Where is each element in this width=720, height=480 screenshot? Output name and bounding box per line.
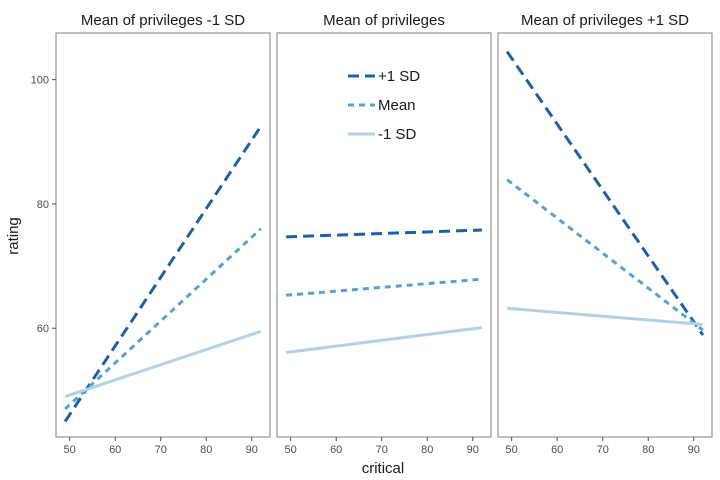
series-line-1-sd: [286, 228, 482, 239]
series-line-mean: [64, 227, 262, 411]
series-line-1-sd: [506, 306, 704, 326]
x-tick-label: 80: [421, 444, 433, 456]
legend-label: +1 SD: [378, 68, 420, 85]
legend: +1 SD Mean -1 SD: [348, 68, 420, 143]
x-tick-label: 70: [155, 444, 167, 456]
x-tick-label: 90: [688, 444, 700, 456]
panel-border: [55, 32, 271, 438]
x-tick-label: 50: [285, 444, 297, 456]
panel-2: Mean of privileges 50 60 70 80 90: [276, 12, 492, 456]
series-line-1-sd: [63, 125, 263, 423]
series-line-1-sd: [64, 329, 262, 399]
series-line-1-sd: [285, 326, 483, 354]
x-axis-title: critical: [362, 460, 405, 477]
series-line-mean: [506, 178, 704, 332]
y-tick-label: 100: [31, 75, 49, 87]
panel-title: Mean of privileges +1 SD: [521, 12, 689, 29]
x-tick-label: 80: [200, 444, 212, 456]
x-tick-label: 60: [551, 444, 563, 456]
x-tick-label: 80: [642, 444, 654, 456]
x-tick-label: 70: [597, 444, 609, 456]
y-axis-title: rating: [5, 217, 22, 255]
panel-title: Mean of privileges -1 SD: [81, 12, 245, 29]
x-tick-label: 70: [376, 444, 388, 456]
panel-3: Mean of privileges +1 SD 50 60 70 80 90: [497, 12, 713, 456]
legend-label: -1 SD: [378, 126, 417, 143]
x-tick-label: 50: [506, 444, 518, 456]
x-tick-label: 90: [467, 444, 479, 456]
y-tick-label: 80: [37, 199, 49, 211]
series-line-1-sd: [505, 50, 705, 336]
panel-title: Mean of privileges: [323, 12, 445, 29]
y-tick-label: 60: [37, 323, 49, 335]
panel-border: [497, 32, 713, 438]
x-tick-label: 60: [109, 444, 121, 456]
legend-label: Mean: [378, 97, 416, 114]
x-tick-label: 60: [330, 444, 342, 456]
x-tick-label: 90: [246, 444, 258, 456]
x-tick-label: 50: [64, 444, 76, 456]
panel-1: Mean of privileges -1 SD 50 60 70 80 90 60 80 10…: [31, 12, 271, 456]
